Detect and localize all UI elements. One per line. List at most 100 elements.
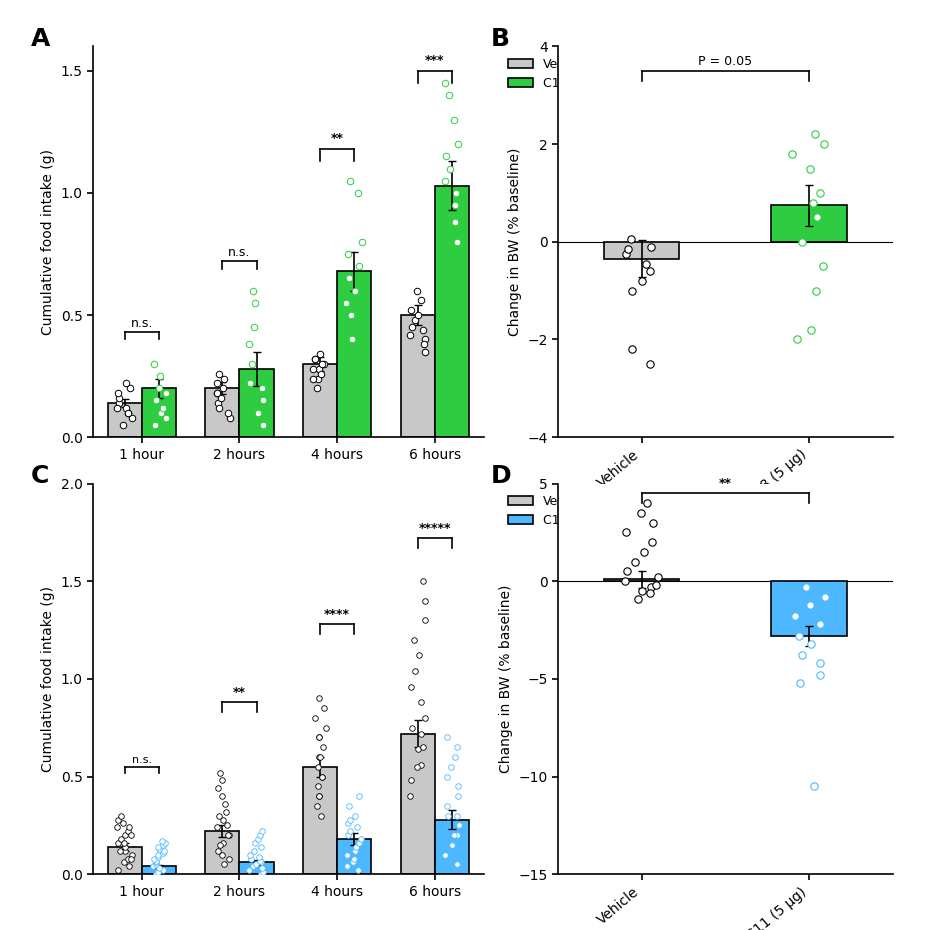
- Point: [618, 574, 632, 589]
- Point: [348, 283, 363, 298]
- Point: [121, 405, 136, 420]
- Point: [352, 835, 366, 850]
- Point: [216, 812, 231, 827]
- Point: [213, 838, 228, 852]
- Point: [812, 186, 827, 201]
- Point: [219, 818, 234, 833]
- Point: [117, 840, 132, 855]
- Point: [351, 186, 365, 201]
- Point: [634, 506, 649, 521]
- Point: [311, 371, 325, 386]
- Point: [215, 789, 230, 804]
- Point: [312, 750, 326, 764]
- Legend: Vehicle, C18 (5 μg): Vehicle, C18 (5 μg): [503, 53, 614, 95]
- Point: [790, 332, 804, 347]
- Point: [314, 366, 329, 381]
- Point: [447, 215, 462, 230]
- Point: [152, 842, 166, 857]
- Point: [624, 342, 639, 357]
- Point: [438, 75, 453, 90]
- Point: [341, 816, 356, 830]
- Point: [441, 808, 456, 823]
- Point: [122, 820, 137, 835]
- Text: **: **: [331, 132, 343, 145]
- Point: [306, 361, 321, 376]
- Point: [418, 711, 432, 725]
- Point: [312, 347, 327, 362]
- Point: [414, 757, 429, 772]
- Point: [407, 312, 422, 327]
- Point: [123, 381, 138, 396]
- Point: [248, 857, 263, 872]
- Point: [210, 395, 225, 410]
- Point: [308, 352, 323, 366]
- Point: [248, 835, 263, 850]
- Point: [110, 401, 125, 416]
- Point: [306, 371, 321, 386]
- Point: [311, 779, 325, 794]
- Bar: [435, 186, 469, 437]
- Point: [120, 824, 135, 839]
- Point: [644, 579, 658, 594]
- Point: [214, 391, 229, 405]
- Text: n.s.: n.s.: [228, 246, 251, 259]
- Text: **: **: [233, 686, 246, 699]
- Bar: [141, 867, 176, 874]
- Point: [344, 332, 359, 347]
- Point: [112, 391, 126, 405]
- Point: [312, 730, 326, 745]
- Point: [450, 137, 465, 152]
- Point: [809, 210, 824, 225]
- Point: [245, 356, 259, 371]
- Point: [418, 344, 432, 359]
- Point: [410, 308, 425, 323]
- Point: [313, 808, 328, 823]
- Point: [442, 161, 457, 176]
- Point: [254, 824, 269, 839]
- Point: [308, 711, 323, 725]
- Y-axis label: Change in BW (% baseline): Change in BW (% baseline): [508, 148, 522, 336]
- Point: [213, 765, 228, 780]
- Point: [795, 648, 810, 663]
- Bar: [435, 819, 469, 874]
- Point: [413, 726, 428, 741]
- Point: [125, 410, 140, 425]
- Point: [155, 401, 170, 416]
- Point: [442, 88, 457, 103]
- Point: [346, 851, 361, 866]
- Point: [795, 234, 810, 249]
- Point: [218, 796, 232, 811]
- Point: [348, 844, 363, 858]
- Point: [403, 327, 418, 342]
- Point: [253, 853, 268, 868]
- Point: [154, 833, 169, 848]
- Point: [119, 401, 134, 416]
- Point: [812, 617, 827, 631]
- Point: [155, 845, 170, 860]
- Point: [124, 851, 139, 866]
- Point: [352, 259, 366, 273]
- Point: [151, 840, 166, 855]
- Point: [340, 246, 355, 261]
- Y-axis label: Change in BW (% baseline): Change in BW (% baseline): [498, 585, 512, 773]
- Text: C: C: [31, 464, 49, 488]
- Point: [350, 820, 365, 835]
- Point: [448, 198, 463, 213]
- Point: [792, 675, 807, 690]
- Point: [644, 535, 659, 550]
- Bar: [337, 839, 371, 874]
- Point: [308, 352, 323, 366]
- Point: [254, 381, 269, 396]
- Point: [256, 418, 271, 432]
- Point: [246, 283, 260, 298]
- Point: [447, 828, 462, 843]
- Point: [146, 859, 161, 874]
- Point: [111, 835, 126, 850]
- Point: [315, 769, 330, 784]
- Point: [446, 113, 461, 127]
- Point: [149, 855, 164, 870]
- Point: [113, 844, 127, 858]
- Point: [809, 284, 824, 299]
- Point: [449, 234, 464, 249]
- Bar: [401, 734, 435, 874]
